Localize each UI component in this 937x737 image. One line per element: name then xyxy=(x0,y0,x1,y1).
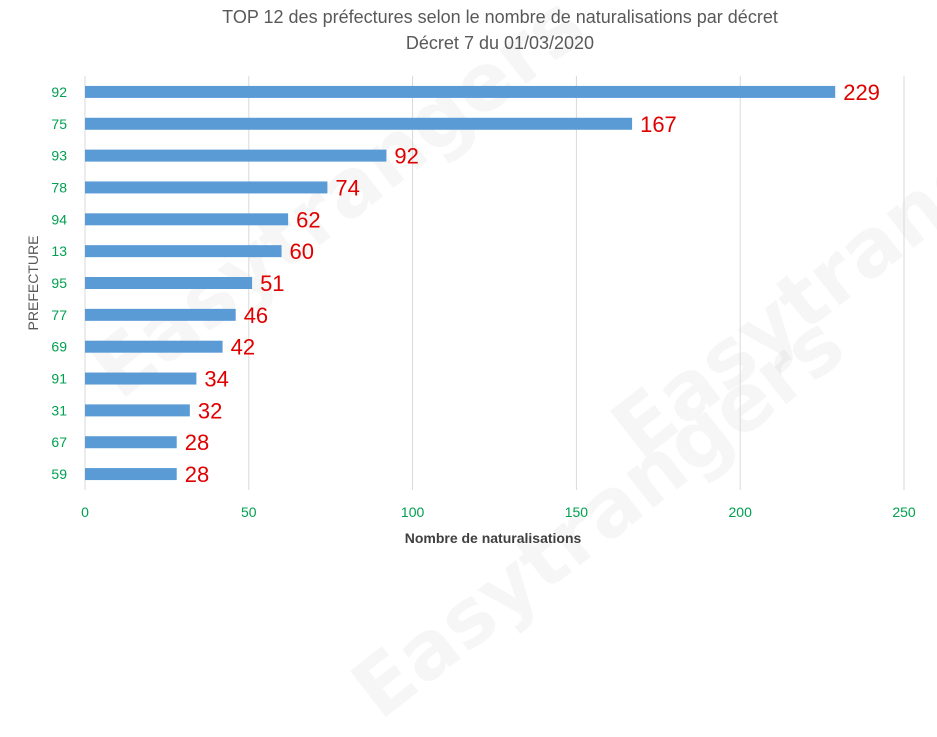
y-tick-label: 31 xyxy=(51,402,67,418)
bar xyxy=(85,436,177,449)
bar xyxy=(85,149,387,162)
y-tick-label: 93 xyxy=(51,148,67,164)
data-label: 167 xyxy=(640,112,677,137)
y-tick-label: 77 xyxy=(51,307,67,323)
data-label: 34 xyxy=(204,367,228,392)
data-label: 28 xyxy=(185,462,209,487)
chart-title: TOP 12 des préfectures selon le nombre d… xyxy=(222,7,778,27)
chart-area: Easytrangers Easytrangers Easytrangers T… xyxy=(25,7,916,546)
data-label: 92 xyxy=(394,144,418,169)
data-label: 60 xyxy=(290,239,314,264)
data-label: 62 xyxy=(296,207,320,232)
bar xyxy=(85,308,236,321)
x-tick-label: 0 xyxy=(81,504,89,520)
bar xyxy=(85,468,177,481)
x-tick-label: 250 xyxy=(892,504,916,520)
y-tick-label: 95 xyxy=(51,275,67,291)
data-label: 28 xyxy=(185,430,209,455)
data-label: 42 xyxy=(231,335,255,360)
x-tick-label: 50 xyxy=(241,504,257,520)
bar xyxy=(85,372,197,385)
y-tick-label: 91 xyxy=(51,371,67,387)
x-axis-title: Nombre de naturalisations xyxy=(405,530,582,546)
bar xyxy=(85,340,223,353)
bar xyxy=(85,181,328,194)
data-label: 46 xyxy=(244,303,268,328)
y-tick-label: 78 xyxy=(51,179,67,195)
data-label: 229 xyxy=(843,80,880,105)
bar-chart: 0 50 100 150 200 250 92 229 75 167 93 92 78 74 94 62 13 6… xyxy=(25,76,916,546)
y-axis-title: PREFECTURE xyxy=(25,236,41,331)
x-tick-label: 150 xyxy=(565,504,589,520)
bar xyxy=(85,213,289,226)
x-tick-label: 200 xyxy=(729,504,753,520)
bar xyxy=(85,245,282,258)
bar xyxy=(85,404,190,417)
bar xyxy=(85,117,633,130)
bar xyxy=(85,85,836,98)
y-tick-label: 94 xyxy=(51,211,67,227)
y-tick-label: 75 xyxy=(51,116,67,132)
bar xyxy=(85,277,253,289)
chart-subtitle: Décret 7 du 01/03/2020 xyxy=(405,33,595,53)
y-tick-label: 59 xyxy=(51,466,67,482)
x-tick-label: 100 xyxy=(401,504,425,520)
y-tick-label: 92 xyxy=(51,84,67,100)
data-label: 32 xyxy=(198,398,222,423)
data-label: 74 xyxy=(335,175,359,200)
y-tick-label: 13 xyxy=(51,243,67,259)
y-tick-label: 69 xyxy=(51,339,67,355)
data-label: 51 xyxy=(260,271,284,296)
y-tick-label: 67 xyxy=(51,434,67,450)
